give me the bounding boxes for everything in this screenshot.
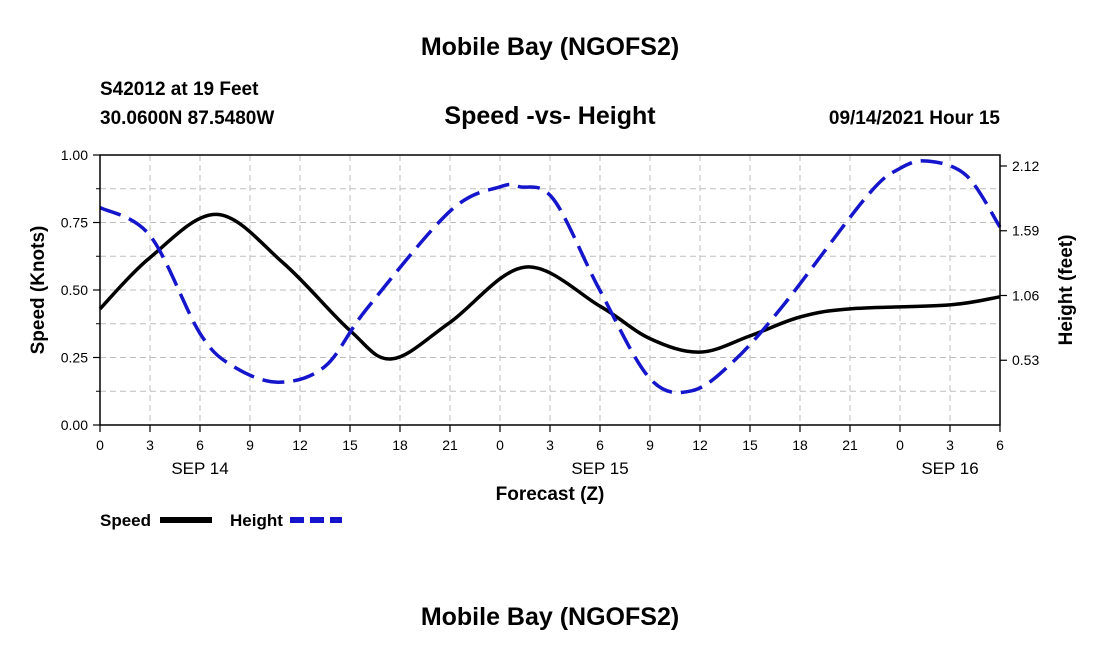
x-tick-label: 0 bbox=[496, 437, 504, 453]
y2-tick-label: 0.53 bbox=[1012, 352, 1039, 368]
x-tick-label: 9 bbox=[246, 437, 254, 453]
legend-speed-label: Speed bbox=[100, 511, 151, 530]
y-tick-label: 0.50 bbox=[61, 282, 88, 298]
y2-tick-label: 1.59 bbox=[1012, 223, 1039, 239]
x-tick-label: 12 bbox=[692, 437, 708, 453]
x-tick-label: 6 bbox=[996, 437, 1004, 453]
legend-height-label: Height bbox=[230, 511, 283, 530]
x-tick-label: 6 bbox=[596, 437, 604, 453]
x-day-label: SEP 14 bbox=[171, 459, 228, 478]
station-label: S42012 at 19 Feet bbox=[100, 79, 259, 100]
x-tick-label: 0 bbox=[896, 437, 904, 453]
x-day-label: SEP 15 bbox=[571, 459, 628, 478]
y-tick-label: 0.25 bbox=[61, 350, 88, 366]
x-tick-label: 12 bbox=[292, 437, 308, 453]
x-day-label: SEP 16 bbox=[921, 459, 978, 478]
x-tick-label: 3 bbox=[146, 437, 154, 453]
x-axis-label: Forecast (Z) bbox=[496, 484, 605, 505]
x-tick-label: 9 bbox=[646, 437, 654, 453]
x-tick-label: 3 bbox=[546, 437, 554, 453]
coords-label: 30.0600N 87.5480W bbox=[100, 108, 274, 129]
x-tick-label: 15 bbox=[342, 437, 358, 453]
series-line-height bbox=[99, 159, 1002, 395]
x-tick-label: 18 bbox=[792, 437, 808, 453]
axes: 0 3 6 9 12 15 18 21 0 3 6 9 12 15 18 21 0 3 6 SEP 14 SEP 15 S… bbox=[61, 147, 1040, 478]
series-line-speed bbox=[98, 212, 1001, 361]
y-tick-label: 1.00 bbox=[61, 147, 88, 163]
chart-title-top: Mobile Bay (NGOFS2) bbox=[421, 33, 679, 61]
x-tick-label: 15 bbox=[742, 437, 758, 453]
series-layer bbox=[98, 159, 1002, 395]
grid bbox=[100, 155, 1000, 425]
legend: Speed Height bbox=[100, 511, 342, 530]
y-axis-label: Speed (Knots) bbox=[28, 226, 49, 355]
chart-subtitle: Speed -vs- Height bbox=[444, 102, 656, 130]
x-tick-label: 21 bbox=[442, 437, 458, 453]
x-tick-label: 18 bbox=[392, 437, 408, 453]
chart-title-bottom: Mobile Bay (NGOFS2) bbox=[421, 603, 679, 631]
x-tick-label: 0 bbox=[96, 437, 104, 453]
x-tick-label: 3 bbox=[946, 437, 954, 453]
y-tick-label: 0.00 bbox=[61, 417, 88, 433]
datetime-label: 09/14/2021 Hour 15 bbox=[829, 108, 1001, 129]
x-tick-label: 21 bbox=[842, 437, 858, 453]
y2-tick-label: 1.06 bbox=[1012, 287, 1039, 303]
y2-tick-label: 2.12 bbox=[1012, 158, 1039, 174]
y-tick-label: 0.75 bbox=[61, 215, 88, 231]
y2-axis-label: Height (feet) bbox=[1056, 235, 1077, 346]
x-tick-label: 6 bbox=[196, 437, 204, 453]
